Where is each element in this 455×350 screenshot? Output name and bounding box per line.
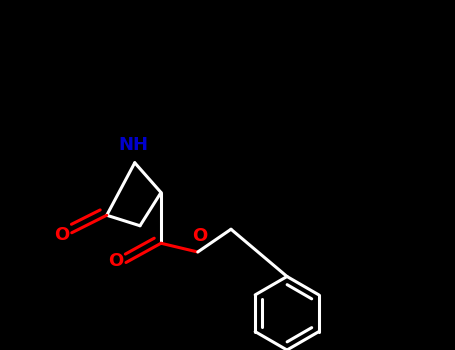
Text: O: O <box>192 227 207 245</box>
Text: O: O <box>54 225 69 244</box>
Text: O: O <box>108 252 123 270</box>
Text: NH: NH <box>118 136 148 154</box>
